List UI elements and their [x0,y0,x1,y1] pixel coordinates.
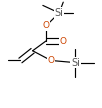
Text: O: O [48,56,54,65]
Text: O: O [60,37,67,46]
Text: Si: Si [55,8,64,18]
Text: O: O [42,21,49,30]
Text: Si: Si [71,58,80,68]
